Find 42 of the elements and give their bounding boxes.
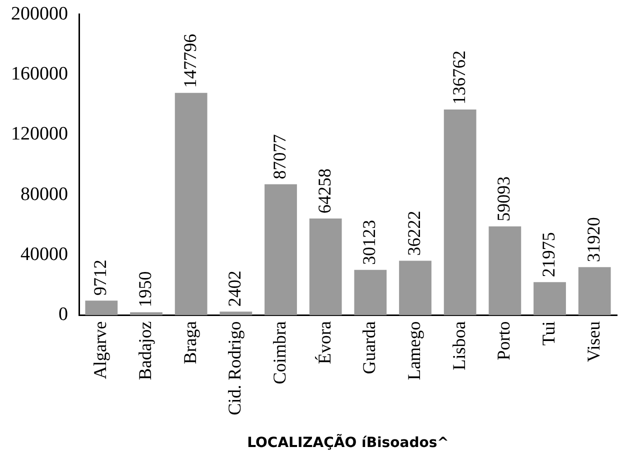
y-tick-label: 120000 <box>11 124 68 145</box>
bar <box>220 312 252 316</box>
bar <box>534 282 566 316</box>
bar <box>309 218 342 316</box>
y-tick-label: 80000 <box>20 184 68 205</box>
data-label: 147796 <box>180 34 200 88</box>
bar <box>399 260 432 316</box>
x-tick-label: Tui <box>538 321 558 346</box>
x-tick-label: Lisboa <box>448 321 469 370</box>
x-tick-label: Badajoz <box>134 321 155 380</box>
data-label: 36222 <box>404 210 424 256</box>
y-tick-label: 160000 <box>11 64 68 85</box>
data-label: 31920 <box>583 217 604 262</box>
data-label: 21975 <box>538 232 558 278</box>
x-tick-label: Lamego <box>404 321 424 380</box>
x-tick-label: Algarve <box>90 321 110 380</box>
bar <box>444 110 476 316</box>
data-label: 59093 <box>494 176 514 222</box>
bar <box>264 184 297 316</box>
x-tick-label: Guarda <box>359 321 380 374</box>
data-label: 87077 <box>269 134 290 180</box>
x-tick-label: Évora <box>314 321 334 364</box>
bar <box>174 92 208 316</box>
x-tick-label: Porto <box>494 321 514 360</box>
data-label: 30123 <box>359 220 380 265</box>
data-label: 9712 <box>90 260 110 296</box>
x-tick-label: Viseu <box>583 321 604 362</box>
x-tick-label: Cid. Rodrigo <box>224 321 245 416</box>
x-tick-label: Braga <box>180 321 200 364</box>
bar <box>578 267 611 316</box>
x-axis-title: LOCALIZAÇÃO íBisoados^ <box>247 433 449 452</box>
y-tick-label: 200000 <box>11 3 68 24</box>
data-label: 2402 <box>224 270 245 307</box>
x-tick-label: Coimbra <box>269 321 290 384</box>
bar <box>354 270 387 316</box>
bar <box>85 300 118 316</box>
y-tick-label: 40000 <box>20 244 68 266</box>
y-tick-label: 0 <box>58 304 68 326</box>
bar <box>488 226 522 316</box>
data-label: 136762 <box>448 50 469 105</box>
data-label: 64258 <box>314 168 334 214</box>
data-label: 1950 <box>134 271 155 308</box>
